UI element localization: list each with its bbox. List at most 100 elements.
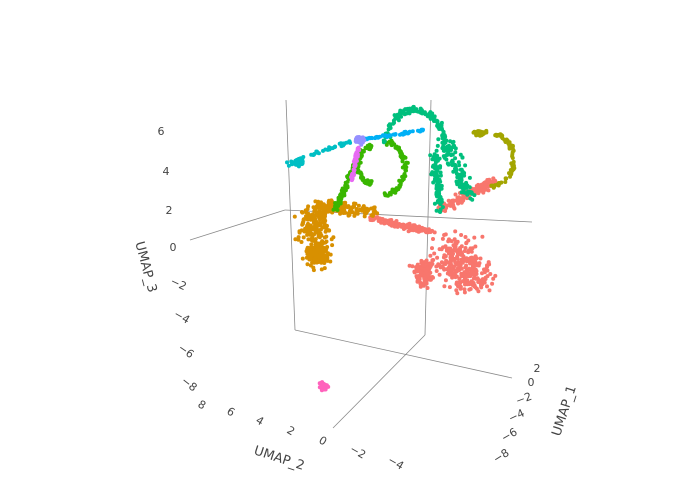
point-c2 [310,233,315,238]
point-c5 [458,167,463,172]
z-tick-label: 6 [158,125,165,138]
point-c1 [473,267,478,272]
point-c1 [422,276,427,281]
point-c2 [321,252,325,257]
point-c5 [434,183,439,188]
point-c1 [414,269,419,274]
point-c1 [472,271,477,276]
point-c5 [434,156,439,161]
point-c4 [400,153,405,158]
point-c1 [455,251,460,256]
point-c3 [495,182,500,187]
point-c5 [450,152,455,157]
x-tick-label: −8 [491,446,512,466]
point-c7 [365,136,370,141]
point-c1 [428,253,433,258]
point-c2 [324,239,329,244]
point-c4 [345,179,350,184]
point-c1 [454,288,459,293]
point-c2 [309,253,314,258]
point-c2 [346,213,351,218]
point-c2 [321,202,326,207]
point-c5 [437,188,442,193]
axis-vertical-left [285,99,296,331]
point-c1 [432,251,437,256]
point-c3 [476,132,480,137]
point-c5 [435,143,440,148]
point-c4 [367,147,371,151]
point-c5 [450,163,455,168]
point-c1 [453,268,458,273]
point-c1 [483,181,487,186]
point-c1 [422,280,427,285]
point-c5 [440,136,445,141]
point-c5 [451,145,456,150]
point-c5 [431,154,436,159]
y-tick-label: 2 [284,424,297,439]
point-c1 [372,217,376,221]
point-c1 [477,261,482,266]
point-c1 [491,276,496,281]
point-c7 [369,135,374,140]
point-c5 [439,123,444,128]
point-c4 [359,151,364,156]
point-c2 [307,257,312,262]
point-c1 [442,284,447,289]
point-c5 [462,173,467,178]
point-c4 [398,182,403,187]
point-c1 [472,235,477,240]
point-c5 [407,111,412,116]
point-c2 [375,211,380,216]
point-c4 [336,195,341,200]
point-c5 [411,104,416,109]
point-c5 [388,125,393,130]
point-c1 [414,265,418,270]
point-c1 [493,178,498,183]
point-c2 [327,228,332,233]
point-c7 [410,129,415,134]
point-c5 [461,182,466,187]
point-c5 [467,185,472,190]
point-c2 [306,246,311,251]
point-c1 [463,282,467,287]
point-c2 [306,237,311,242]
point-c1 [466,250,471,255]
y-tick-label: 4 [253,414,266,429]
point-c1 [451,243,456,248]
y-axis-title: UMAP_2 [252,443,306,473]
point-c6 [309,152,314,157]
point-c1 [470,246,475,251]
point-c2 [353,211,358,216]
point-c1 [434,264,439,269]
point-c1 [462,287,467,292]
point-c2 [316,232,321,237]
point-c1 [460,279,465,284]
point-c5 [391,121,395,126]
point-c2 [304,210,309,215]
point-c2 [356,203,361,208]
point-c6 [299,158,304,163]
point-c5 [435,165,440,170]
point-c5 [440,140,445,145]
point-c10 [323,387,328,392]
point-c5 [454,167,459,172]
point-c1 [482,187,487,192]
point-c2 [325,209,330,214]
point-c1 [478,256,483,261]
point-c6 [295,160,300,165]
point-c1 [409,225,414,230]
point-c1 [426,261,431,266]
point-c2 [300,220,305,225]
y-tick-label: 0 [316,434,329,449]
point-c1 [375,215,380,220]
point-c1 [463,235,468,239]
point-c1 [448,251,453,256]
point-c6 [344,140,349,145]
point-c2 [344,204,349,209]
point-c1 [455,254,460,259]
point-c2 [316,253,321,258]
z-tick-label: −6 [176,341,197,361]
point-c2 [306,249,311,254]
point-c3 [502,137,507,142]
